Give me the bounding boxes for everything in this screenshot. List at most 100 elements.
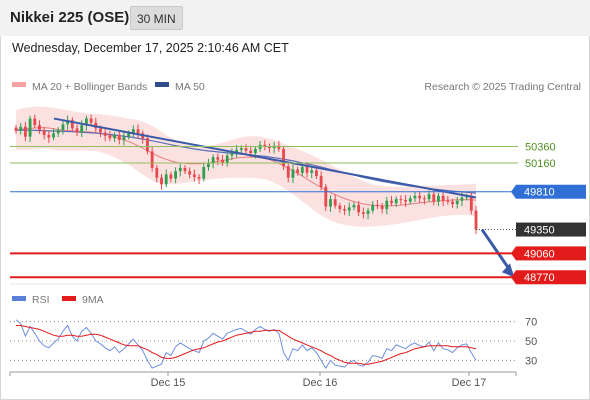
support-tag-pointer bbox=[511, 270, 516, 285]
candle-body bbox=[263, 144, 267, 147]
candle-body bbox=[394, 199, 398, 204]
candle-body bbox=[338, 205, 342, 209]
candle-body bbox=[38, 125, 41, 131]
candle-body bbox=[202, 167, 206, 179]
candle-body bbox=[380, 205, 384, 209]
support-label: 49060 bbox=[524, 248, 555, 260]
pivot-label: 49810 bbox=[524, 187, 555, 199]
candle-body bbox=[366, 210, 370, 214]
candle-body bbox=[422, 198, 426, 200]
candle-body bbox=[268, 146, 271, 149]
ma20-legend-swatch bbox=[12, 82, 26, 87]
candle-body bbox=[52, 133, 55, 138]
copyright-label: Research © 2025 Trading Central bbox=[424, 81, 581, 93]
candle-body bbox=[404, 199, 407, 202]
candle-body bbox=[61, 124, 65, 131]
candle-body bbox=[99, 128, 102, 133]
candle-body bbox=[169, 174, 173, 179]
candle-body bbox=[451, 201, 454, 205]
candle-body bbox=[357, 204, 361, 213]
candle-body bbox=[221, 159, 224, 163]
rsi-panel: 70 50 30 bbox=[10, 317, 537, 370]
candle-body bbox=[113, 135, 116, 139]
rsi-legend-label: RSI bbox=[32, 294, 50, 306]
pivot-tag-pointer bbox=[511, 184, 516, 199]
rsi-ma-line bbox=[16, 325, 477, 365]
candle-body bbox=[305, 167, 309, 173]
candle-body bbox=[211, 157, 215, 164]
candle-body bbox=[469, 196, 473, 211]
forecast-arrow bbox=[480, 228, 514, 275]
candle-body bbox=[310, 170, 314, 173]
candle-body bbox=[174, 171, 177, 179]
candle-body bbox=[319, 176, 323, 187]
candle-body bbox=[277, 145, 281, 149]
candle-body bbox=[408, 198, 412, 202]
candle-body bbox=[333, 199, 337, 206]
time-axis-label: Dec 16 bbox=[303, 377, 338, 389]
candle-body bbox=[66, 120, 70, 125]
instrument-title: Nikkei 225 (OSE) bbox=[10, 9, 130, 26]
candle-body bbox=[155, 167, 159, 178]
candle-body bbox=[197, 176, 201, 179]
candle-body bbox=[399, 199, 403, 201]
resistance-label: 50360 bbox=[525, 142, 556, 154]
candle-body bbox=[315, 170, 318, 177]
rsi-line bbox=[15, 319, 477, 370]
candle-body bbox=[150, 151, 154, 168]
candle-body bbox=[441, 195, 445, 201]
candle-body bbox=[390, 200, 393, 204]
candle-body bbox=[192, 174, 196, 177]
chart-header: Nikkei 225 (OSE) 30 MIN bbox=[0, 0, 590, 36]
candle-body bbox=[455, 200, 459, 205]
candle-body bbox=[75, 128, 79, 133]
ma50-legend-label: MA 50 bbox=[175, 81, 205, 93]
candle-body bbox=[188, 171, 192, 175]
rsi-ma-legend-label: 9MA bbox=[82, 294, 104, 306]
ma50-legend-swatch bbox=[155, 82, 169, 87]
candle-body bbox=[146, 138, 149, 152]
candle-body bbox=[446, 200, 450, 202]
support-tag bbox=[516, 270, 586, 285]
support-label: 48770 bbox=[524, 272, 555, 284]
candle-body bbox=[427, 194, 431, 200]
candle-body bbox=[117, 135, 121, 140]
support-tag bbox=[516, 246, 586, 261]
candle-body bbox=[385, 200, 389, 209]
rsi-ma-legend-swatch bbox=[62, 296, 76, 301]
candle-body bbox=[216, 157, 220, 160]
candle-body bbox=[160, 177, 163, 185]
rsi-tick-label: 30 bbox=[525, 355, 537, 367]
candle-body bbox=[47, 135, 51, 138]
candle-body bbox=[122, 136, 126, 140]
chart-timestamp: Wednesday, December 17, 2025 2:10:46 AM … bbox=[12, 41, 289, 55]
candle-body bbox=[85, 118, 88, 126]
ma20-line bbox=[15, 127, 477, 207]
candle-body bbox=[347, 207, 351, 211]
candle-body bbox=[70, 120, 74, 129]
candle-body bbox=[136, 129, 140, 134]
candle-body bbox=[300, 167, 304, 173]
rsi-tick-label: 50 bbox=[525, 336, 537, 348]
candle-body bbox=[376, 204, 379, 206]
timeframe-badge[interactable]: 30 MIN bbox=[130, 6, 183, 30]
candle-body bbox=[207, 163, 210, 168]
candle-body bbox=[19, 126, 23, 131]
last-price-label: 49350 bbox=[524, 225, 555, 237]
support-tag-pointer bbox=[511, 246, 516, 261]
candle-body bbox=[14, 127, 18, 131]
resistance-label: 50160 bbox=[525, 158, 556, 170]
candle-body bbox=[183, 167, 187, 172]
time-axis: Dec 15 Dec 16 Dec 17 bbox=[9, 371, 517, 389]
candle-body bbox=[56, 130, 60, 134]
candle-body bbox=[432, 194, 436, 202]
last-price-tag bbox=[516, 222, 586, 237]
candle-body bbox=[230, 152, 234, 156]
candle-body bbox=[465, 196, 469, 198]
candle-body bbox=[28, 118, 32, 137]
candle-body bbox=[343, 209, 346, 211]
candle-body bbox=[352, 204, 356, 208]
rsi-legend-swatch bbox=[12, 296, 26, 301]
candle-body bbox=[131, 129, 135, 134]
candle-body bbox=[418, 195, 422, 199]
